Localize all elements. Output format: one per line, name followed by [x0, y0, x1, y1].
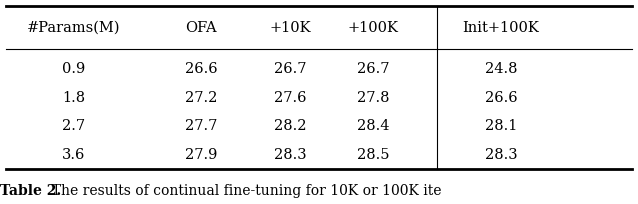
Text: Table 2.: Table 2. [0, 184, 61, 198]
Text: 27.7: 27.7 [185, 120, 217, 133]
Text: 24.8: 24.8 [485, 62, 517, 76]
Text: #Params(M): #Params(M) [27, 21, 120, 34]
Text: 28.5: 28.5 [357, 148, 389, 162]
Text: +100K: +100K [348, 21, 399, 34]
Text: 28.1: 28.1 [485, 120, 517, 133]
Text: 28.3: 28.3 [274, 148, 307, 162]
Text: 27.2: 27.2 [185, 91, 217, 105]
Text: 28.2: 28.2 [274, 120, 306, 133]
Text: OFA: OFA [185, 21, 217, 34]
Text: 26.6: 26.6 [184, 62, 218, 76]
Text: 2.7: 2.7 [62, 120, 85, 133]
Text: 28.4: 28.4 [357, 120, 389, 133]
Text: 27.8: 27.8 [357, 91, 389, 105]
Text: 0.9: 0.9 [62, 62, 85, 76]
Text: +10K: +10K [269, 21, 311, 34]
Text: 27.9: 27.9 [185, 148, 217, 162]
Text: 27.6: 27.6 [274, 91, 306, 105]
Text: 26.7: 26.7 [357, 62, 389, 76]
Text: 1.8: 1.8 [62, 91, 85, 105]
Text: The results of continual fine-tuning for 10K or 100K ite: The results of continual fine-tuning for… [43, 184, 442, 198]
Text: 3.6: 3.6 [62, 148, 85, 162]
Text: 26.7: 26.7 [274, 62, 306, 76]
Text: 26.6: 26.6 [484, 91, 517, 105]
Text: 28.3: 28.3 [484, 148, 517, 162]
Text: Init+100K: Init+100K [463, 21, 539, 34]
